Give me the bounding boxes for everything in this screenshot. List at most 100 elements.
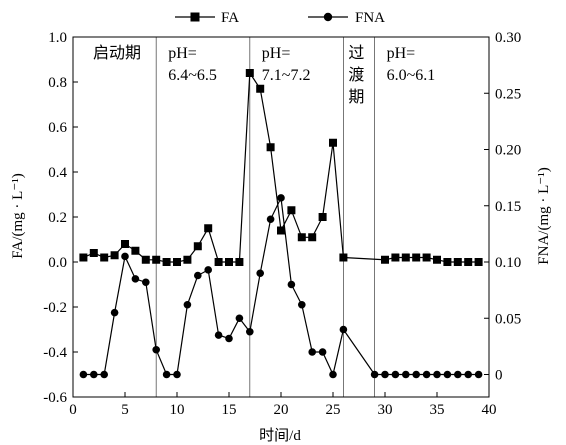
- legend-label-fa: FA: [221, 10, 239, 26]
- fa-point-7: [152, 255, 161, 264]
- fa-point-28: [401, 253, 410, 262]
- fna-point-28: [391, 370, 400, 379]
- fna-point-0: [79, 370, 88, 379]
- fna-point-34: [454, 370, 462, 379]
- y-right-tick-label: 0.15: [495, 199, 521, 215]
- x-tick-label: 35: [430, 402, 445, 418]
- fna-point-17: [256, 269, 265, 278]
- fa-point-0: [79, 253, 88, 262]
- fna-point-33: [443, 370, 452, 379]
- y-right-tick-label: 0.30: [495, 30, 521, 46]
- fna-point-6: [142, 278, 150, 287]
- fna-point-18: [266, 215, 275, 224]
- y-axis-left-title: FA/(mg · L⁻¹): [10, 173, 26, 258]
- y-left-tick-label: 0.6: [48, 120, 67, 136]
- x-tick-label: 10: [170, 402, 185, 418]
- fa-point-29: [412, 253, 421, 262]
- legend-label-fna: FNA: [355, 10, 385, 26]
- fna-point-5: [131, 275, 140, 283]
- phase-label-0: 启动期: [93, 44, 141, 62]
- y-left-tick-label: -0.6: [43, 390, 67, 406]
- fna-point-22: [308, 348, 317, 356]
- legend-marker-fna: [323, 12, 333, 22]
- fa-point-34: [464, 258, 473, 266]
- y-left-tick-label: -0.2: [43, 300, 67, 316]
- fna-point-12: [204, 266, 212, 274]
- fa-point-31: [433, 255, 441, 264]
- fa-point-18: [266, 143, 275, 152]
- y-left-tick-label: 0.2: [48, 210, 67, 226]
- y-left-tick-label: 1.0: [48, 30, 67, 46]
- fa-point-17: [256, 84, 265, 93]
- fa-point-15: [235, 258, 244, 266]
- fna-point-24: [329, 370, 337, 379]
- phase-labels: 启动期 pH= 6.4~6.5 pH= 7.1~7.2 过渡期 pH= 6.0~6.1: [93, 44, 435, 106]
- fna-point-19: [277, 194, 285, 202]
- fa-point-19: [277, 226, 285, 235]
- legend: FA FNA: [175, 10, 385, 26]
- fa-point-23: [318, 213, 327, 221]
- y-right-tick-label: 0.10: [495, 255, 521, 271]
- fna-point-7: [152, 345, 160, 354]
- y-left-tick-label: 0.4: [48, 165, 67, 181]
- phase-label-3-line3: 期: [348, 88, 364, 106]
- phase-label-2-line2: 7.1~7.2: [262, 67, 311, 84]
- y-right-tick-label: 0.25: [495, 86, 521, 102]
- x-tick-label: 0: [69, 402, 77, 418]
- x-tick-label: 30: [378, 402, 393, 418]
- fa-point-13: [214, 258, 223, 266]
- fna-point-29: [402, 370, 410, 379]
- fna-point-15: [235, 314, 244, 323]
- fa-point-16: [245, 69, 254, 77]
- y-right-tick-label: 0.20: [495, 143, 521, 159]
- fna-point-25: [339, 325, 348, 334]
- phase-label-3-line2: 渡: [348, 66, 364, 84]
- y-axis-right-title: FNA/(mg · L⁻¹): [536, 167, 552, 264]
- x-tick-label: 25: [326, 402, 341, 418]
- fa-point-14: [225, 258, 233, 266]
- fna-point-20: [287, 280, 296, 289]
- y-left-tick-label: -0.4: [43, 345, 67, 361]
- phase-boundaries: [155, 37, 376, 397]
- fna-point-32: [433, 370, 441, 379]
- fna-point-8: [162, 370, 171, 379]
- fa-point-2: [100, 253, 109, 262]
- fna-point-10: [183, 300, 192, 309]
- fa-point-26: [381, 255, 389, 264]
- fa-point-32: [443, 258, 452, 266]
- fna-point-21: [298, 300, 306, 309]
- y-right-tick-label: 0.05: [495, 311, 521, 327]
- fa-point-1: [89, 249, 98, 257]
- x-axis-title: 时间/d: [259, 427, 301, 444]
- fa-point-24: [329, 138, 337, 147]
- fna-point-3: [110, 308, 119, 317]
- fna-point-9: [173, 370, 181, 379]
- fna-point-4: [121, 252, 129, 261]
- series-line-fna: [83, 195, 479, 377]
- phase-label-1-line2: 6.4~6.5: [168, 67, 217, 84]
- legend-marker-fa: [190, 12, 200, 22]
- fna-point-1: [90, 370, 98, 379]
- x-tick-label: 15: [222, 402, 237, 418]
- fa-point-33: [453, 258, 462, 266]
- fna-point-16: [246, 327, 254, 336]
- x-tick-label: 20: [274, 402, 289, 418]
- y-right-tick-label: 0: [495, 368, 503, 384]
- axes: 0 5 10 15 20 25 30 35 40 -0.6 -0.4 -0.2 0.0 0.2 0.4 0.6…: [43, 30, 521, 418]
- x-tick-label: 5: [121, 402, 129, 418]
- phase-label-4-line1: pH=: [387, 45, 416, 62]
- fna-point-27: [381, 370, 389, 379]
- phase-label-3-line1: 过: [348, 44, 364, 62]
- fa-point-20: [287, 206, 296, 215]
- fa-point-8: [162, 258, 171, 266]
- fna-point-30: [412, 370, 421, 379]
- fa-point-6: [141, 255, 150, 264]
- y-left-tick-label: 0.8: [48, 75, 67, 91]
- fa-point-3: [110, 251, 119, 260]
- phase-label-1-line1: pH=: [168, 45, 197, 62]
- plot-frame: [72, 36, 490, 398]
- fa-point-10: [183, 255, 192, 264]
- fa-point-27: [391, 253, 400, 262]
- series-layer: [79, 69, 483, 379]
